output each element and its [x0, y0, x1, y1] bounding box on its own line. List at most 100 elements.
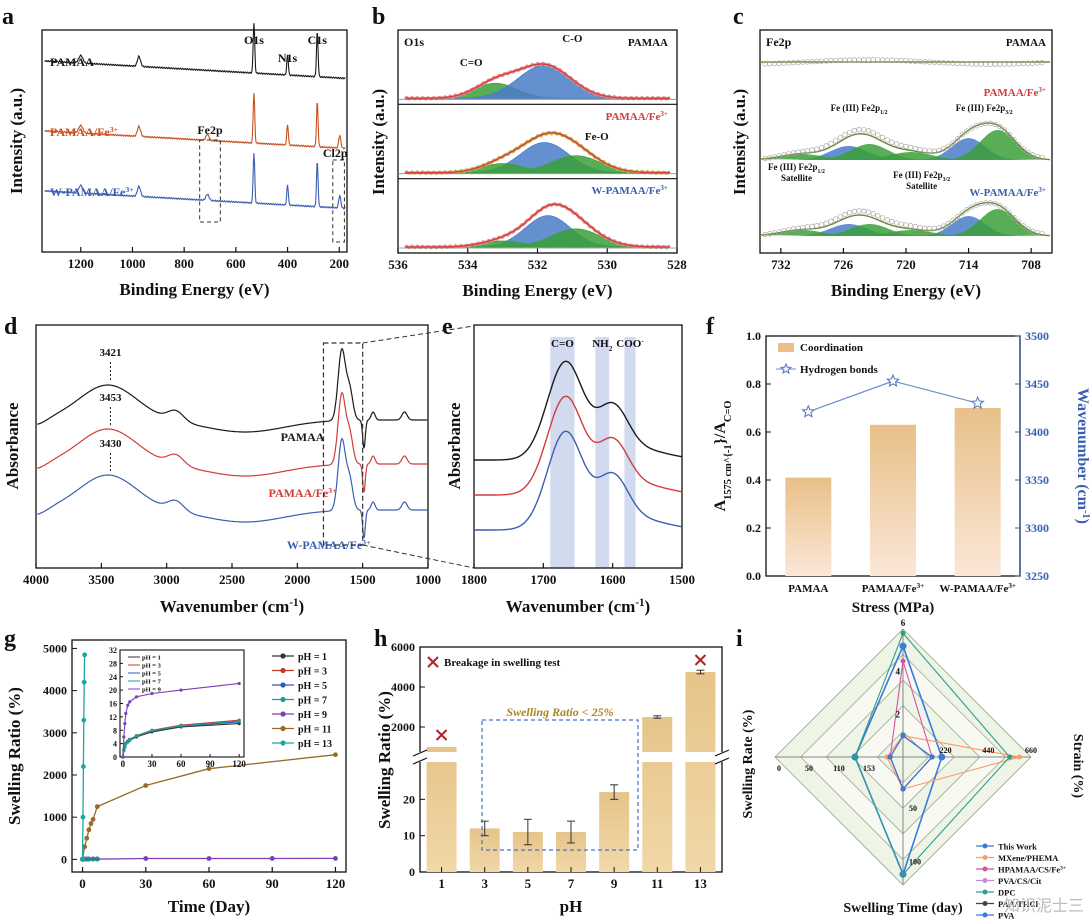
panel-letter: e: [442, 314, 453, 340]
y-tick-label: 3000: [43, 726, 67, 740]
series-label: W-PAMAA/Fe3+: [287, 538, 371, 553]
peak-label: C1s: [308, 33, 328, 47]
radar-tick-label: 50: [805, 764, 813, 773]
inset-series-point: [150, 728, 154, 733]
data-point: [861, 208, 867, 214]
component-label: Fe (III) Fe2p3/2: [956, 103, 1013, 116]
data-point: [847, 129, 853, 135]
legend-marker: [280, 682, 286, 688]
legend-marker: [280, 653, 286, 659]
x-tick-label: 3000: [154, 572, 180, 587]
data-point: [814, 146, 820, 152]
x-tick-label: 726: [834, 257, 854, 272]
peak-label: 3430: [99, 438, 122, 450]
peak-label: Fe2p: [197, 123, 223, 137]
data-point: [912, 145, 919, 152]
inset-y-tick-label: 16: [109, 700, 117, 709]
data-point: [954, 214, 961, 220]
y-tick-label: 0: [409, 865, 415, 879]
data-point: [945, 221, 951, 227]
panel-i: 6 4 2 0 50 110 153 220 440 660 50 100 Swelling Rate …: [741, 618, 1085, 920]
legend-marker: [280, 711, 286, 717]
peak-label: O1s: [244, 33, 264, 47]
panel-letter: f: [706, 314, 715, 340]
panel-letter: i: [736, 626, 743, 652]
x-tick-label: 1600: [600, 572, 626, 587]
x-tick-label: 9: [611, 876, 618, 891]
subpanel-label: PAMAA/Fe3+: [606, 110, 668, 123]
legend-label: MXene/PHEMA: [998, 853, 1059, 863]
panel-b: 536 534 532 530 528 Binding Energy (eV) Intens…: [369, 29, 687, 300]
data-point: [851, 208, 858, 215]
inset-series-point: [128, 700, 132, 704]
envelope-line: [405, 132, 670, 174]
data-point: [1011, 214, 1017, 221]
fit-component: [760, 146, 1050, 160]
inset-x-tick-label: 30: [147, 759, 157, 769]
bar: [426, 747, 457, 872]
data-point: [823, 143, 829, 149]
data-point: [945, 143, 951, 149]
legend-label: DPC: [998, 888, 1015, 898]
spectrum-line: [37, 437, 428, 539]
legend-label: pH = 5: [298, 681, 327, 692]
y-tick-label: 1.0: [746, 329, 761, 343]
x-tick-label: 11: [651, 876, 663, 891]
data-point: [954, 136, 961, 142]
legend-label: HPAMAA/CS/Fe3+: [998, 865, 1066, 875]
radar-tick-label: 220: [940, 746, 952, 755]
legend-label: PVA: [998, 911, 1015, 920]
inset-y-tick-label: 4: [113, 740, 117, 749]
subpanel-label: PAMAA/Fe3+: [984, 86, 1046, 99]
radar-point: [900, 658, 906, 664]
series-label: W-PAMAA/Fe3+: [50, 185, 134, 200]
data-point: [936, 225, 942, 231]
x-tick-label: 120: [326, 876, 346, 891]
peak-label: Cl2p: [323, 146, 348, 160]
y-tick-label: 0: [61, 852, 67, 866]
legend-marker: [982, 878, 988, 883]
inset-x-tick-label: 0: [121, 759, 126, 769]
x-axis-label: Wavenumber (cm-1): [160, 597, 304, 616]
x-axis-label: pH: [560, 897, 583, 916]
series-point: [82, 844, 88, 850]
y-axis-label: Intensity (a.u.): [369, 89, 388, 195]
legend-marker: [982, 855, 988, 860]
y-tick-label: 0.6: [746, 425, 761, 439]
legend-marker: [280, 725, 286, 732]
data-point: [940, 146, 947, 152]
data-point: [809, 147, 815, 153]
x-tick-label: 532: [528, 257, 548, 272]
star-marker: [970, 395, 985, 410]
inset-y-tick-label: 0: [113, 753, 117, 762]
x-tick-label: 400: [278, 256, 298, 271]
radar-point: [899, 642, 907, 650]
data-point: [828, 140, 834, 147]
fe2p-highlight-box: [199, 139, 221, 223]
data-point: [879, 134, 886, 141]
x-tick-label: 1000: [119, 256, 145, 271]
data-point: [814, 223, 820, 229]
data-point: [1006, 210, 1012, 216]
x-tick-label: PAMAA: [788, 583, 828, 595]
data-point: [936, 147, 942, 154]
series-point: [143, 783, 149, 788]
x-tick-label: 3500: [88, 572, 114, 587]
x-tick-label: 530: [598, 257, 618, 272]
bar: [954, 408, 1001, 576]
radar-tick-label: 153: [863, 764, 875, 773]
bar: [642, 717, 673, 872]
spectrum-line: [37, 347, 428, 449]
data-point: [969, 204, 975, 210]
y-tick-label: 2000: [43, 768, 67, 782]
fit-component: [760, 224, 1050, 236]
x-tick-label: 1800: [461, 572, 487, 587]
spectrum-line: [37, 391, 428, 493]
x-tick-label: 536: [388, 257, 408, 272]
y-axis-label: Swelling Ratio (%): [375, 691, 394, 829]
legend-label: Hydrogen bonds: [800, 364, 878, 376]
zoom-box: [322, 342, 364, 546]
series-point: [94, 804, 100, 810]
